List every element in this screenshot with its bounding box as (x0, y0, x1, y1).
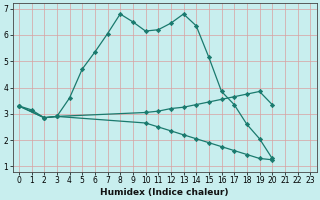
X-axis label: Humidex (Indice chaleur): Humidex (Indice chaleur) (100, 188, 229, 197)
